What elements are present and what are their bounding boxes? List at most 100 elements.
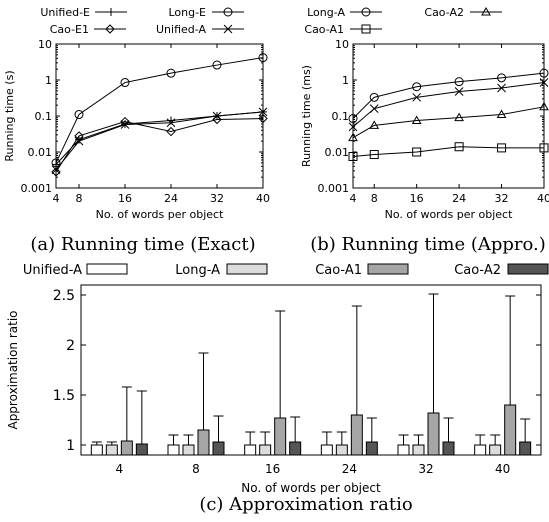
bar	[504, 404, 517, 456]
data-point	[166, 68, 176, 78]
chart-c-approximation-ratio: 1 1.5 2 2.5 4 8 16 24 32 40 No. of words per objec…	[6, 263, 549, 515]
x-tick-label: 16	[410, 192, 424, 205]
data-point	[369, 104, 379, 114]
series-line	[352, 72, 545, 119]
legend-marker	[105, 24, 115, 34]
data-point	[496, 109, 507, 119]
x-tick-label: 40	[256, 192, 270, 205]
legend-label: Cao-E1	[50, 23, 89, 36]
x-tick-label: 32	[495, 192, 509, 205]
x-tick-label: 4	[350, 192, 357, 205]
bar	[350, 414, 363, 456]
bar	[135, 443, 148, 456]
y-tick-label: 0.001	[318, 182, 350, 195]
y-tick-label: 0.01	[28, 146, 53, 159]
x-tick-label: 24	[164, 192, 178, 205]
x-axis-label: No. of words per object	[96, 208, 224, 221]
caption: (a) Running time (Exact)	[30, 234, 255, 255]
data-point	[497, 143, 507, 153]
y-tick-label: 1.5	[53, 388, 75, 404]
plot-frame	[80, 284, 542, 456]
series-line	[55, 111, 264, 171]
bar	[442, 441, 455, 456]
legend-marker	[361, 24, 371, 34]
legend-label: Cao-A1	[304, 23, 344, 36]
data-point	[411, 115, 422, 124]
legend-label: Cao-A2	[454, 263, 501, 278]
bar	[519, 441, 532, 456]
data-point	[369, 120, 380, 129]
legend-label: Long-E	[168, 6, 206, 19]
data-point	[51, 158, 61, 168]
x-tick-label: 32	[210, 192, 224, 205]
data-point	[454, 142, 464, 152]
data-point	[497, 73, 507, 83]
y-tick-label: 1	[342, 74, 349, 87]
data-point	[348, 114, 358, 124]
x-tick-label: 4	[116, 462, 124, 476]
x-tick-label: 32	[418, 462, 433, 476]
data-point	[51, 167, 61, 177]
data-point	[212, 60, 222, 70]
data-point	[497, 83, 506, 93]
bar	[259, 444, 272, 456]
data-point	[539, 101, 549, 111]
y-axis-label: Running time (ms)	[300, 65, 313, 167]
bar	[412, 444, 425, 456]
y-axis-label: Approximation ratio	[6, 310, 20, 429]
data-point	[166, 118, 176, 128]
bar	[397, 444, 410, 456]
y-tick-label: 1	[66, 438, 75, 454]
data-point	[258, 107, 268, 117]
chart-a-running-time-exact: 0.001 0.01 0.1 1 10 4 8 16 24 32 40 No. of words pe…	[3, 6, 270, 255]
data-point	[412, 92, 422, 102]
legend-label: Cao-A1	[315, 263, 362, 278]
data-point	[454, 87, 464, 96]
bar	[474, 444, 487, 456]
legend-swatch	[507, 263, 549, 275]
data-point	[166, 126, 176, 137]
legend-marker	[107, 8, 115, 16]
legend-swatch	[226, 263, 268, 275]
data-point	[120, 120, 130, 129]
x-tick-label: 4	[53, 192, 60, 205]
data-point	[412, 82, 422, 92]
plot-frame	[55, 43, 264, 189]
legend-marker	[481, 6, 491, 16]
bar	[427, 412, 440, 456]
data-point	[454, 77, 464, 87]
bar	[365, 441, 378, 456]
bar	[244, 444, 257, 456]
data-point	[120, 116, 130, 127]
x-tick-label: 8	[76, 192, 83, 205]
bar	[212, 441, 225, 456]
legend-label: Unified-E	[40, 6, 90, 19]
data-point	[369, 150, 379, 160]
y-tick-label: 0.1	[332, 110, 350, 123]
plot-frame	[352, 43, 545, 189]
legend-label: Unified-A	[23, 263, 82, 278]
x-tick-label: 8	[371, 192, 378, 205]
legend-label: Cao-A2	[424, 6, 464, 19]
y-tick-label: 0.1	[35, 110, 53, 123]
data-point	[212, 111, 222, 121]
data-point	[348, 132, 358, 142]
data-point	[539, 68, 549, 78]
caption: (b) Running time (Appro.)	[310, 234, 546, 255]
legend-swatch	[367, 263, 409, 275]
y-tick-label: 0.001	[21, 182, 53, 195]
y-tick-label: 10	[38, 38, 52, 51]
data-point	[348, 122, 358, 132]
data-point	[412, 147, 422, 157]
bar	[335, 444, 348, 456]
legend-marker	[223, 24, 233, 34]
bar	[182, 444, 195, 456]
data-point	[454, 112, 464, 122]
series-line	[352, 106, 545, 139]
bar	[90, 444, 103, 456]
data-point	[348, 151, 358, 161]
bar	[120, 440, 133, 456]
x-tick-label: 24	[342, 462, 357, 476]
series-line	[352, 82, 545, 128]
